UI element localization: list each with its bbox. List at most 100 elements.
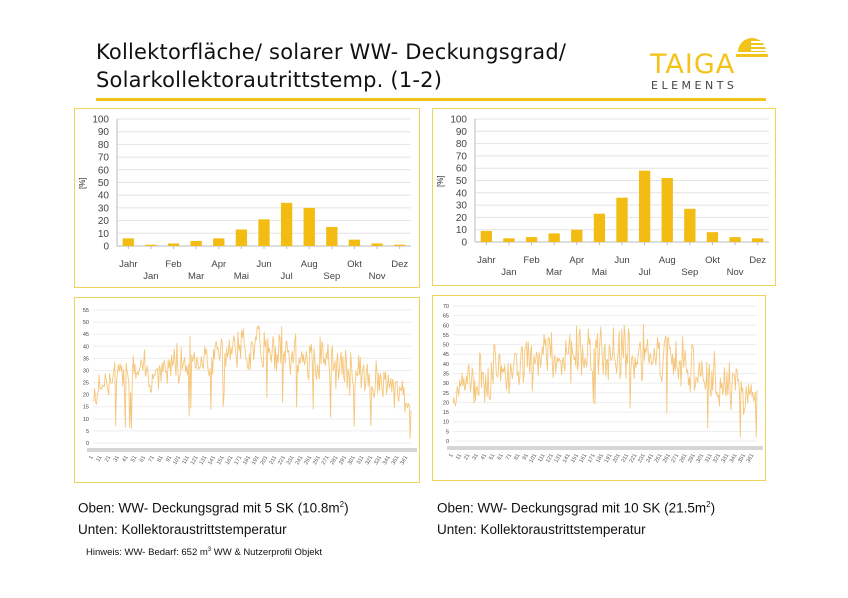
x-tick-label: Mai (234, 271, 249, 282)
y-axis-label: [%] (436, 175, 445, 187)
y-tick-label: 40 (98, 191, 110, 202)
x-tick-label: 31 (472, 453, 480, 461)
y-tick-label: 35 (83, 356, 89, 362)
x-tick-label: 301 (695, 453, 705, 464)
x-tick-label: Okt (705, 255, 720, 266)
x-tick-label: 261 (312, 455, 322, 466)
x-tick-label: 181 (595, 453, 605, 464)
x-tick-label: 11 (455, 453, 463, 461)
x-tick-label: 271 (670, 453, 680, 464)
page-title: Kollektorfläche/ solarer WW- Deckungsgra… (96, 38, 656, 94)
x-tick-label: 351 (737, 453, 747, 464)
x-tick-label: 151 (570, 453, 580, 464)
y-tick-label: 70 (443, 304, 449, 310)
bar-sep (684, 208, 696, 242)
bar-chart-panel-5sk: 0 10 20 30 40 50 60 70 80 90 100 [%] Jahr Jan Feb Mar Ap… (74, 108, 420, 288)
temperature-series-line (452, 324, 758, 438)
x-tick-label: 41 (480, 453, 488, 461)
y-tick-label: 30 (456, 201, 468, 212)
y-tick-label: 70 (98, 153, 110, 164)
x-tick-label: 141 (562, 453, 572, 464)
x-tick-label: 231 (286, 455, 296, 466)
x-tick-label: 101 (528, 453, 538, 464)
taiga-elements-logo: TAIGA ELEMENTS (650, 30, 780, 96)
y-tick-label: 50 (98, 178, 110, 189)
y-tick-label: 25 (83, 381, 89, 387)
x-tick-label: Mar (188, 271, 204, 282)
x-tick-label: 201 (612, 453, 622, 464)
x-tick-label: Jun (256, 259, 271, 270)
x-tick-label: 321 (365, 455, 375, 466)
x-tick-label: Jul (281, 271, 293, 282)
x-tick-label: 291 (338, 455, 348, 466)
x-tick-label: 281 (679, 453, 689, 464)
y-tick-label: 80 (98, 140, 110, 151)
x-tick-label: Mar (546, 267, 562, 278)
x-tick-label: 51 (488, 453, 496, 461)
x-tick-label: 311 (356, 455, 366, 466)
x-tick-label: 111 (181, 455, 190, 465)
title-line-2: Solarkollektorautrittstemp. (1-2) (96, 68, 443, 92)
x-tick-label: 221 (629, 453, 639, 464)
bar-jahr (122, 238, 134, 246)
bar-jun (616, 197, 628, 242)
caption-right-line-2: Unten: Kollektoraustrittstemperatur (437, 521, 646, 537)
y-tick-label: 10 (98, 229, 110, 240)
x-tick-label: 81 (156, 455, 164, 463)
x-tick-label: Jun (614, 255, 629, 266)
x-tick-label: 321 (712, 453, 722, 464)
bar-okt (348, 239, 361, 246)
x-tick-label: 61 (497, 453, 505, 461)
x-tick-label: 11 (95, 455, 103, 463)
x-tick-label: 351 (391, 455, 401, 466)
logo-subtitle: ELEMENTS (651, 79, 738, 92)
x-tick-label: Nov (369, 271, 386, 282)
y-tick-label: 90 (98, 127, 110, 138)
bar-jul (280, 202, 293, 246)
bar-mar (548, 233, 560, 242)
x-tick-label: Jan (501, 267, 516, 278)
x-tick-label: 71 (148, 455, 156, 463)
x-tick-label: Mai (592, 267, 607, 278)
bar-aug (661, 178, 673, 242)
x-tick-label: 161 (579, 453, 589, 464)
bar-mai (235, 229, 248, 246)
y-tick-label: 20 (456, 213, 468, 224)
x-tick-label: 131 (199, 455, 209, 466)
y-tick-label: 30 (443, 381, 449, 387)
x-tick-label: Jahr (119, 259, 137, 270)
y-tick-label: 0 (86, 441, 89, 447)
bar-okt (706, 232, 719, 242)
y-tick-label: 5 (86, 429, 89, 435)
scrollbar-track (447, 446, 763, 450)
y-tick-label: 10 (443, 420, 449, 426)
scrollbar-track (87, 448, 417, 452)
x-tick-label: 211 (621, 453, 631, 464)
x-tick-label: 91 (165, 455, 173, 463)
x-tick-label: 251 (303, 455, 313, 466)
caption-left-line-2: Unten: Kollektoraustrittstemperatur (78, 521, 287, 537)
x-tick-label: 1 (448, 453, 455, 459)
line-chart-panel-10sk: 0 5 10 15 20 25 30 35 40 45 50 55 60 65 70 1 11 21 31 41 51 6… (432, 295, 766, 481)
x-tick-label: 271 (321, 455, 331, 466)
y-tick-label: 40 (456, 188, 468, 199)
x-tick-label: 191 (251, 455, 261, 466)
x-tick-label: 101 (172, 455, 182, 466)
y-tick-label: 80 (456, 139, 468, 150)
y-tick-label: 55 (83, 308, 89, 314)
y-tick-label: 60 (443, 323, 449, 329)
x-tick-label: 111 (537, 453, 546, 463)
bar-feb (167, 243, 180, 246)
y-tick-label: 30 (83, 368, 89, 374)
x-tick-label: 121 (545, 453, 555, 464)
y-tick-label: 60 (456, 164, 468, 175)
x-tick-label: Jul (639, 267, 651, 278)
y-tick-label: 30 (98, 203, 110, 214)
y-tick-label: 35 (443, 372, 449, 378)
y-tick-label: 45 (443, 352, 449, 358)
line-chart-panel-5sk: 0 5 10 15 20 25 30 35 40 45 50 55 1 11 21 31 41 51 61 71 81 9… (74, 297, 420, 483)
x-tick-label: 241 (295, 455, 305, 466)
